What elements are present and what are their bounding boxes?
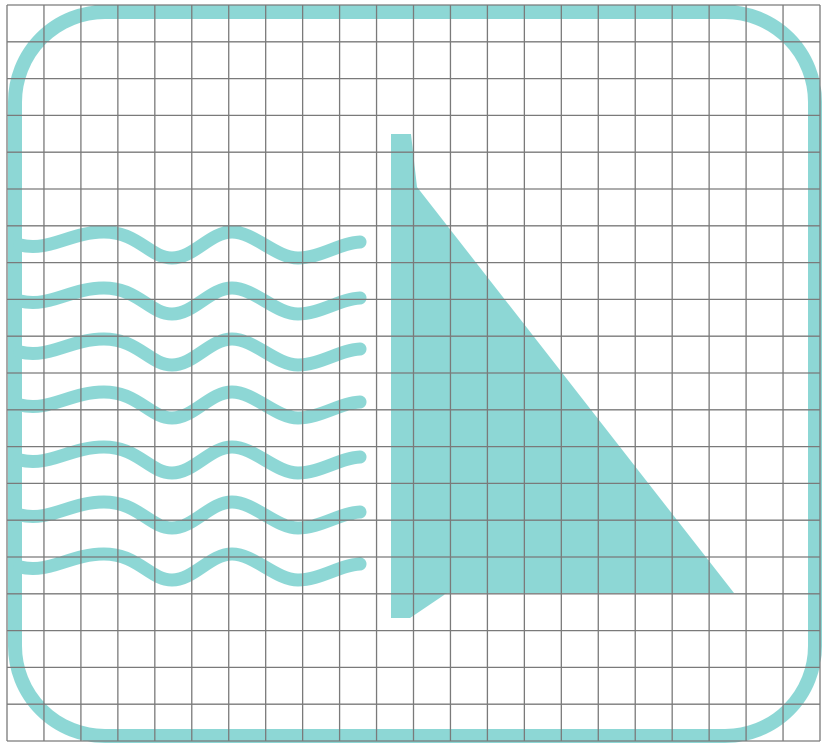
wave-line xyxy=(20,392,360,418)
wave-line xyxy=(20,447,360,473)
reference-grid xyxy=(7,5,820,741)
wave-line xyxy=(20,502,360,528)
water-waves xyxy=(20,232,360,580)
wave-line xyxy=(20,232,360,258)
wave-line xyxy=(20,554,360,580)
wave-line xyxy=(20,288,360,314)
icon-body xyxy=(15,12,815,736)
wave-line xyxy=(20,339,360,365)
dam-wall xyxy=(391,134,734,618)
